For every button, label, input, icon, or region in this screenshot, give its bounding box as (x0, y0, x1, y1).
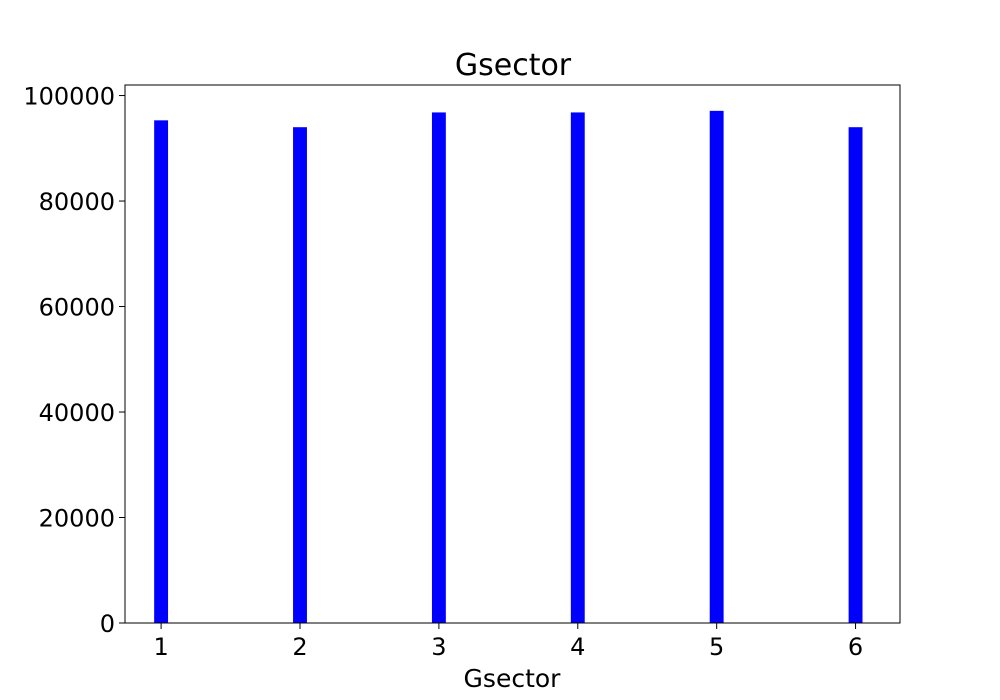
bar-5 (709, 110, 724, 624)
y-tick-label: 40000 (39, 399, 115, 427)
bar-6 (848, 127, 863, 623)
x-tick-label: 3 (431, 633, 446, 661)
bar-1 (154, 120, 169, 623)
y-tick-label: 20000 (39, 505, 115, 533)
y-axis-ticks: 0 20000 40000 60000 80000 100000 (23, 83, 125, 638)
bar-3 (431, 112, 446, 623)
x-axis-label: Gsector (464, 664, 562, 693)
y-tick-label: 80000 (39, 188, 115, 216)
x-tick-label: 4 (570, 633, 585, 661)
bar-4 (570, 112, 585, 623)
x-axis-ticks: 1 2 3 4 5 6 (153, 623, 863, 661)
x-tick-label: 1 (153, 633, 168, 661)
x-tick-label: 6 (848, 633, 863, 661)
y-tick-label: 100000 (23, 83, 115, 111)
y-tick-label: 0 (100, 610, 115, 638)
chart-title: Gsector (455, 48, 572, 83)
y-tick-label: 60000 (39, 294, 115, 322)
bars-group (154, 110, 863, 624)
plot-frame (124, 84, 901, 624)
bar-2 (293, 127, 307, 623)
x-tick-label: 2 (292, 633, 307, 661)
x-tick-label: 5 (709, 633, 724, 661)
